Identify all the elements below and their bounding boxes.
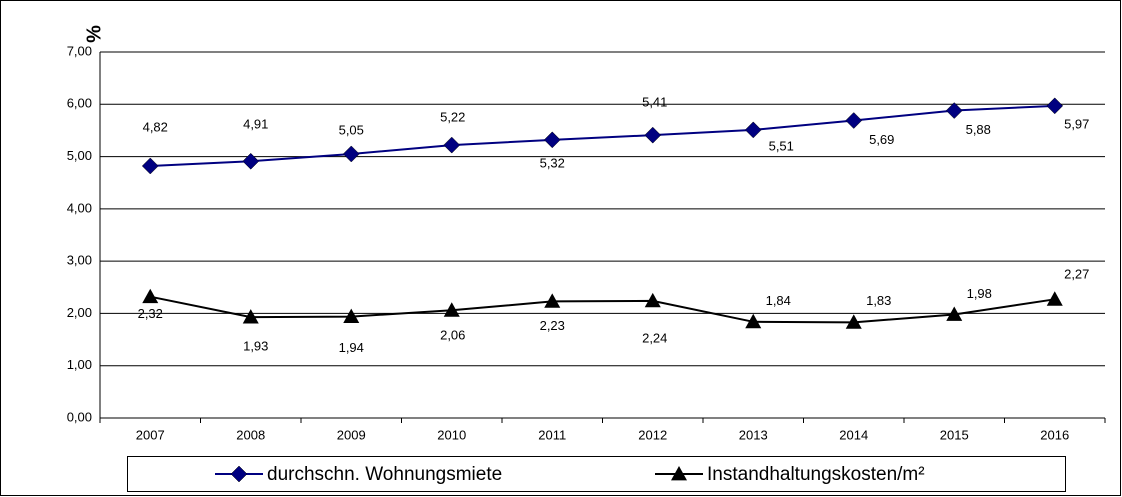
legend-label: durchschn. Wohnungsmiete — [267, 464, 502, 485]
marker-diamond — [242, 152, 260, 170]
x-tick-label: 2009 — [337, 427, 366, 442]
data-label: 5,69 — [869, 132, 894, 147]
data-label: 4,82 — [143, 119, 168, 134]
marker-triangle — [343, 308, 360, 323]
marker-triangle — [242, 309, 259, 324]
x-tick-label: 2012 — [638, 427, 667, 442]
marker-diamond — [945, 102, 963, 119]
data-label: 5,05 — [339, 122, 364, 137]
y-tick-label: 7,00 — [67, 43, 92, 58]
marker-triangle — [142, 288, 159, 304]
data-label: 1,94 — [339, 340, 364, 355]
x-tick-label: 2014 — [839, 427, 868, 442]
y-tick-label: 0,00 — [67, 409, 92, 424]
data-label: 1,93 — [243, 339, 268, 354]
marker-diamond — [230, 465, 248, 483]
y-tick-label: 3,00 — [67, 253, 92, 268]
marker-triangle — [745, 313, 762, 329]
data-label: 2,27 — [1064, 267, 1089, 282]
data-label: 4,91 — [243, 117, 268, 132]
data-label: 1,98 — [967, 286, 992, 301]
x-tick-label: 2011 — [538, 427, 566, 442]
data-label: 5,32 — [540, 155, 565, 170]
data-label: 2,32 — [138, 306, 163, 321]
y-tick-label: 5,00 — [67, 148, 92, 163]
marker-diamond — [443, 136, 461, 154]
y-tick-label: 1,00 — [67, 357, 92, 372]
y-axis-label: % — [83, 25, 105, 43]
marker-triangle — [1046, 291, 1063, 306]
marker-diamond — [141, 157, 159, 175]
marker-diamond — [342, 145, 360, 163]
marker-triangle — [946, 306, 963, 321]
data-label: 2,06 — [440, 328, 465, 343]
y-tick-label: 4,00 — [67, 200, 92, 215]
data-label: 5,22 — [440, 110, 465, 125]
marker-triangle — [671, 466, 687, 481]
x-tick-label: 2015 — [940, 427, 969, 442]
data-label: 5,41 — [642, 95, 667, 110]
x-tick-label: 2010 — [437, 427, 466, 442]
x-tick-label: 2007 — [136, 427, 165, 442]
data-label: 1,84 — [766, 293, 791, 308]
marker-diamond — [845, 112, 863, 129]
data-label: 2,23 — [540, 318, 565, 333]
marker-diamond — [1046, 97, 1064, 115]
x-tick-label: 2008 — [236, 427, 265, 442]
data-label: 5,97 — [1064, 116, 1089, 131]
marker-diamond — [744, 121, 762, 139]
legend-box — [127, 456, 1066, 492]
marker-triangle — [544, 293, 561, 308]
data-label: 1,83 — [866, 293, 891, 308]
x-tick-label: 2013 — [739, 427, 768, 442]
marker-diamond — [543, 131, 561, 149]
series-line — [150, 295, 1055, 324]
x-tick-label: 2016 — [1040, 427, 1069, 442]
marker-triangle — [443, 302, 460, 317]
data-label: 5,88 — [966, 122, 991, 137]
data-label: 5,51 — [769, 138, 794, 153]
marker-diamond — [644, 126, 662, 144]
marker-triangle — [845, 314, 862, 329]
y-tick-label: 6,00 — [67, 96, 92, 111]
marker-triangle — [644, 292, 661, 308]
legend-label: Instandhaltungskosten/m² — [707, 464, 925, 485]
data-label: 2,24 — [642, 330, 667, 345]
series-line — [150, 104, 1055, 167]
y-tick-label: 2,00 — [67, 305, 92, 320]
